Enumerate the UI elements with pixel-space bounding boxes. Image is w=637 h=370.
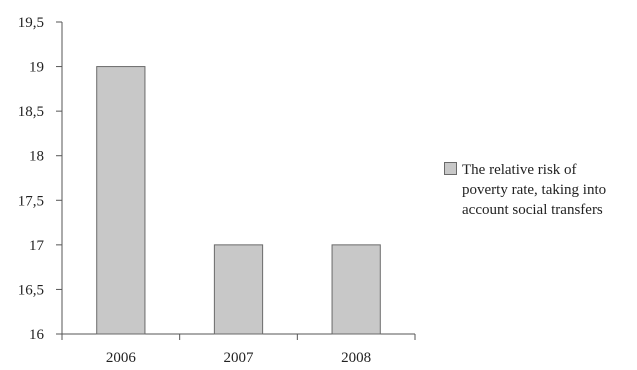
legend-label-line-2: poverty rate, taking into bbox=[462, 182, 607, 198]
y-tick-label: 19 bbox=[29, 60, 44, 76]
x-tick-label: 2007 bbox=[224, 350, 255, 366]
bar-2007 bbox=[213, 244, 264, 335]
legend-label-line-3: account social transfers bbox=[462, 202, 603, 218]
x-axis: 2006 2007 2008 bbox=[61, 333, 416, 366]
bar-2008 bbox=[331, 244, 381, 335]
bar-2006 bbox=[96, 66, 146, 335]
legend-swatch bbox=[444, 162, 457, 175]
y-tick-label: 16 bbox=[29, 327, 45, 343]
legend-label-line-1: The relative risk of bbox=[462, 162, 577, 178]
y-tick-label: 18,5 bbox=[18, 104, 44, 120]
y-tick-label: 18 bbox=[29, 149, 44, 165]
legend: The relative risk of poverty rate, takin… bbox=[444, 160, 634, 220]
y-tick-label: 17,5 bbox=[18, 193, 44, 209]
y-tick-label: 17 bbox=[29, 238, 45, 254]
bars bbox=[96, 66, 381, 335]
x-tick-label: 2008 bbox=[341, 350, 371, 366]
y-axis: 16 16,5 17 17,5 18 18,5 19 19,5 bbox=[18, 15, 63, 343]
y-tick-label: 16,5 bbox=[18, 282, 44, 298]
y-tick-label: 19,5 bbox=[18, 15, 44, 31]
x-tick-label: 2006 bbox=[106, 350, 137, 366]
